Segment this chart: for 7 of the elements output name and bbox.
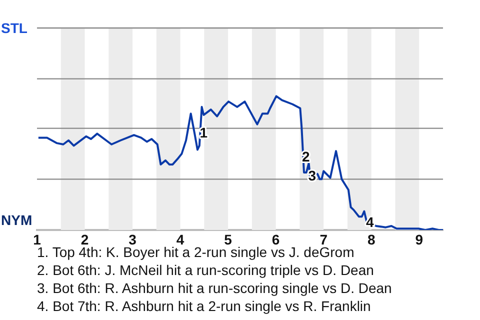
text: 3. Bot 6th: R. Ashburn hit a run-scoring single vs D. Dean	[37, 279, 392, 297]
text: 2. Bot 6th: J. McNeil hit a run-scoring triple vs D. Dean	[37, 261, 375, 279]
text: 4. Bot 7th: R. Ashburn hit a 2-run single vs R. Franklin	[37, 297, 372, 315]
text: NYM	[1, 212, 32, 228]
x-tick-label: 8	[367, 231, 376, 248]
text: STL	[1, 20, 28, 36]
x-tick-label: 9	[415, 231, 424, 248]
